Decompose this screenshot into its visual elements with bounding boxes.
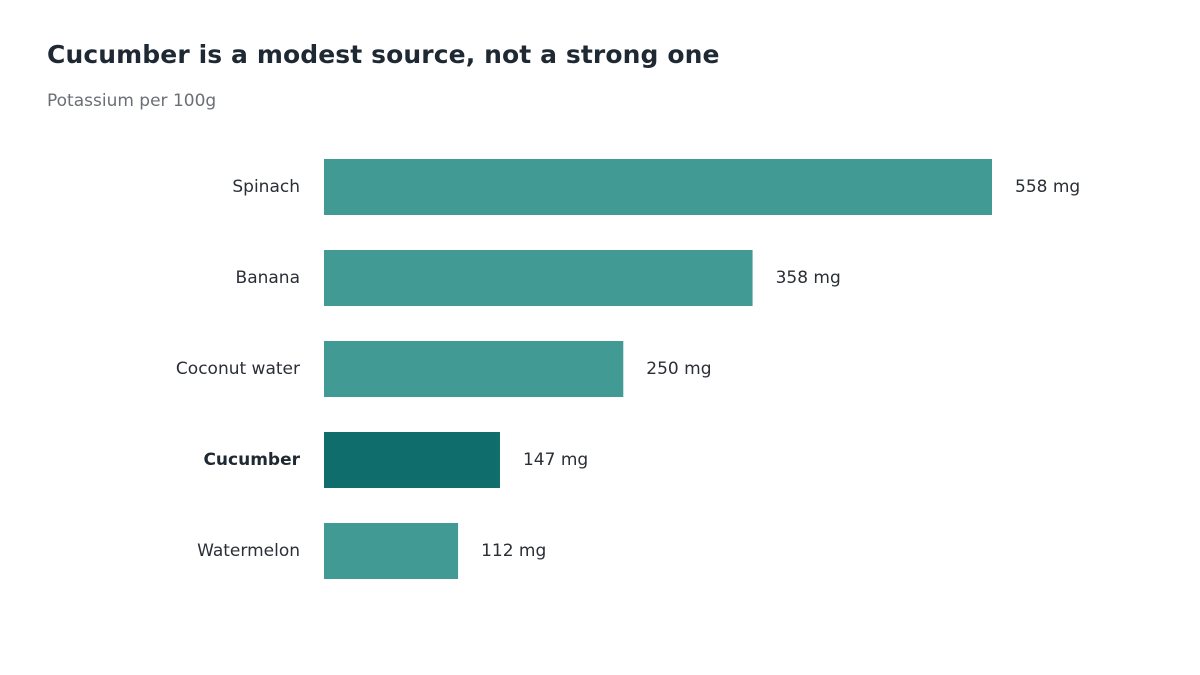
bar-watermelon	[324, 523, 459, 579]
category-label-watermelon: Watermelon	[197, 541, 300, 561]
bar-coconut-water	[324, 341, 624, 397]
value-label-spinach: 558 mg	[1015, 177, 1080, 197]
category-label-spinach: Spinach	[232, 177, 300, 197]
value-label-watermelon: 112 mg	[481, 541, 546, 561]
bar-cucumber	[324, 432, 500, 488]
category-label-coconut-water: Coconut water	[176, 359, 300, 379]
value-label-banana: 358 mg	[776, 268, 841, 288]
bar-banana	[324, 250, 753, 306]
chart-title: Cucumber is a modest source, not a stron…	[47, 40, 720, 69]
category-label-cucumber: Cucumber	[203, 450, 300, 470]
value-label-coconut-water: 250 mg	[646, 359, 711, 379]
chart-subtitle: Potassium per 100g	[47, 91, 217, 111]
value-label-cucumber: 147 mg	[523, 450, 588, 470]
category-label-banana: Banana	[236, 268, 300, 288]
bar-spinach	[324, 159, 992, 215]
